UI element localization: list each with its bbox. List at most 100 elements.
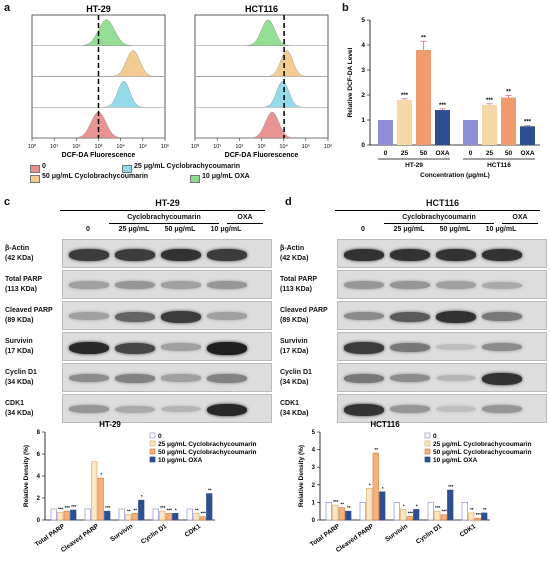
category-label: 50	[420, 150, 428, 157]
y-tick-label: 0	[361, 142, 365, 149]
protein-band	[344, 404, 384, 417]
protein-band	[436, 405, 476, 412]
significance-label: **	[506, 90, 511, 96]
legend-label: 0	[433, 433, 437, 440]
y-tick-label: 3	[312, 465, 316, 471]
protein-band	[69, 312, 109, 320]
protein-band	[207, 374, 247, 383]
protein-band	[390, 281, 430, 290]
protein-label: Cleaved PARP	[5, 307, 53, 314]
y-axis-label: Relative Density (%)	[23, 445, 30, 507]
protein-band	[436, 374, 476, 382]
protein-band	[390, 249, 430, 262]
lane-label: 25 μg/mL	[118, 226, 150, 233]
x-tick-label: 10⁴	[279, 143, 288, 150]
legend-swatch	[149, 440, 156, 447]
blot-strip	[337, 332, 547, 361]
y-tick-label: 1	[312, 500, 316, 506]
bar	[474, 517, 481, 521]
bar	[359, 502, 366, 521]
protein-label: Cleaved PARP	[280, 307, 328, 314]
x-tick-label: 10²	[72, 144, 80, 150]
significance-label: ***	[435, 505, 441, 510]
blot-strip	[337, 239, 547, 268]
protein-band	[482, 343, 522, 352]
title-underline	[60, 210, 265, 211]
significance-label: ***	[439, 103, 447, 109]
lane-label: 25 μg/mL	[393, 226, 425, 233]
protein-band	[161, 405, 201, 413]
blot-strip	[62, 394, 272, 423]
blot-title: HCT116	[425, 198, 460, 208]
panel-label-b: b	[342, 2, 349, 14]
protein-band	[207, 281, 247, 290]
protein-label: Survivin	[280, 338, 308, 345]
bar	[468, 512, 475, 521]
legend-swatch	[424, 432, 431, 439]
lane-label: 0	[86, 226, 90, 233]
significance-label: *	[100, 472, 102, 477]
bar	[393, 502, 400, 521]
bar	[397, 100, 412, 145]
bar	[435, 110, 450, 145]
protein-band	[344, 374, 384, 383]
significance-label: *	[369, 482, 371, 487]
legend-label: 10 μg/mL OXA	[433, 457, 478, 464]
protein-band	[69, 342, 109, 355]
blot-strip	[62, 332, 272, 361]
bar	[481, 512, 488, 521]
y-tick-label: 5	[312, 430, 316, 436]
molecular-weight-label: (34 KDa)	[5, 379, 34, 386]
title-underline	[335, 210, 540, 211]
significance-label: *	[416, 503, 418, 508]
significance-label: *	[141, 494, 143, 499]
significance-label: **	[470, 507, 474, 512]
bar	[138, 499, 145, 521]
molecular-weight-label: (34 KDa)	[280, 410, 309, 417]
significance-label: **	[483, 507, 487, 512]
bar	[57, 511, 64, 521]
bar	[520, 126, 535, 145]
bar	[366, 487, 373, 521]
bar	[159, 510, 166, 521]
significance-label: **	[195, 507, 199, 512]
y-tick-label: 4	[361, 42, 365, 49]
legend-label-oxa: 10 μg/mL OXA	[202, 173, 250, 180]
x-tick-label: 10⁵	[139, 143, 147, 150]
significance-label: ***	[201, 511, 207, 516]
lane-label: 50 μg/mL	[439, 226, 471, 233]
protein-band	[161, 374, 201, 382]
panel-label-d: d	[285, 196, 292, 208]
protein-band	[390, 311, 430, 322]
significance-label: ***	[167, 507, 173, 512]
y-tick-label: 4	[37, 474, 41, 480]
bar	[482, 105, 497, 145]
protein-band	[482, 312, 522, 321]
protein-band	[390, 405, 430, 414]
molecular-weight-label: (42 KDa)	[280, 255, 309, 262]
bar	[104, 510, 111, 521]
significance-label: ***	[408, 510, 414, 515]
legend-swatch	[424, 448, 431, 455]
x-axis-label: Concentration (μg/mL)	[420, 172, 490, 179]
bar	[172, 513, 179, 521]
legend-swatch	[149, 448, 156, 455]
legend-swatch-25	[122, 165, 132, 173]
protein-band	[344, 312, 384, 321]
y-tick-label: 4	[312, 448, 316, 454]
significance-label: ***	[442, 509, 448, 514]
x-tick-label: 10⁵	[302, 143, 310, 150]
legend-swatch	[424, 440, 431, 447]
significance-label: ***	[333, 499, 339, 504]
protein-band	[207, 342, 247, 355]
y-axis-label: Relative DCF-DA Level	[347, 47, 354, 117]
lane-label: 0	[361, 226, 365, 233]
significance-label: ***	[486, 98, 494, 104]
protein-band	[69, 374, 109, 383]
protein-band	[207, 249, 247, 261]
protein-band	[161, 281, 201, 289]
significance-label: *	[175, 507, 177, 512]
protein-label: Total PARP	[5, 276, 43, 283]
legend-swatch	[424, 456, 431, 463]
protein-label: CDK1	[280, 400, 300, 407]
